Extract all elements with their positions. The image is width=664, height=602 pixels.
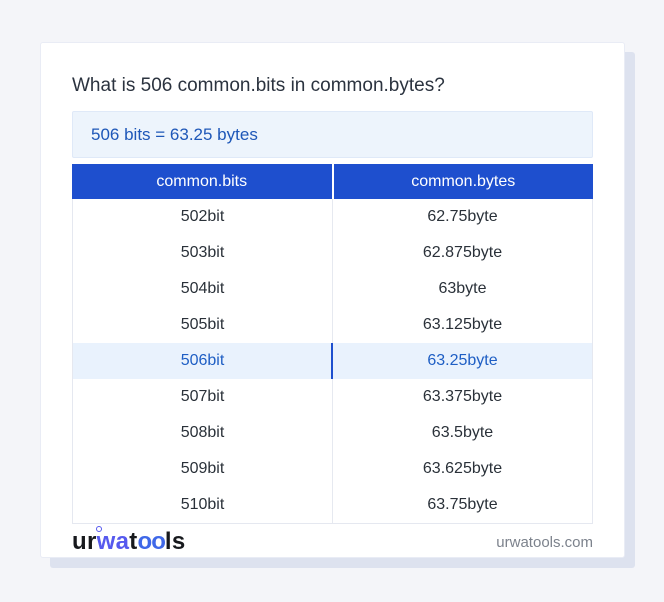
bytes-cell: 63.125byte <box>332 307 592 343</box>
table-row: 508bit 63.5byte <box>73 415 592 451</box>
table-row: 507bit 63.375byte <box>73 379 592 415</box>
bytes-cell: 63.625byte <box>332 451 592 487</box>
conversion-table: common.bits common.bytes 502bit 62.75byte… <box>72 164 593 524</box>
urwatools-logo[interactable]: ur watools <box>72 526 186 555</box>
answer-text: 506 bits = 63.25 bytes <box>91 124 258 144</box>
bytes-cell: 63.5byte <box>332 415 592 451</box>
bits-cell: 502bit <box>180 208 225 225</box>
logo-ring-icon <box>95 526 102 532</box>
bits-cell: 508bit <box>180 424 225 441</box>
table-row: 502bit 62.75byte <box>73 199 592 235</box>
bytes-cell: 63.75byte <box>332 487 592 523</box>
table-row: 509bit 63.625byte <box>73 451 592 487</box>
card-footer: ur watools urwatools.com <box>72 524 593 560</box>
table-header-bytes: common.bytes <box>331 164 594 199</box>
bytes-cell: 63.375byte <box>332 379 592 415</box>
answer-box: 506 bits = 63.25 bytes <box>72 111 593 158</box>
bytes-cell: 62.75byte <box>332 199 592 235</box>
bits-cell: 506bit <box>180 352 225 369</box>
table-row: 504bit 63byte <box>73 271 592 307</box>
table-row-highlighted: 506bit 63.25byte <box>73 343 592 379</box>
bits-cell: 503bit <box>180 244 225 261</box>
bytes-cell: 63.25byte <box>331 343 592 379</box>
bytes-cell: 63byte <box>332 271 592 307</box>
logo-text-ls: ls <box>164 528 186 555</box>
site-domain-link[interactable]: urwatools.com <box>496 533 593 551</box>
table-header-row: common.bits common.bytes <box>72 164 593 199</box>
bits-cell: 505bit <box>180 316 225 333</box>
converter-card: What is 506 common.bits in common.bytes?… <box>40 42 625 558</box>
bytes-cell: 62.875byte <box>332 235 592 271</box>
bits-cell: 504bit <box>180 280 225 297</box>
logo-text-ur: ur <box>72 528 97 555</box>
logo-glasses-oo: oo <box>137 528 166 555</box>
bits-cell: 510bit <box>180 496 225 513</box>
table-body: 502bit 62.75byte 503bit 62.875byte 504bit 63b… <box>72 199 593 524</box>
logo-text-t: t <box>129 528 138 555</box>
table-row: 510bit 63.75byte <box>73 487 592 523</box>
table-row: 503bit 62.875byte <box>73 235 592 271</box>
table-row: 505bit 63.125byte <box>73 307 592 343</box>
bits-cell: 509bit <box>180 460 225 477</box>
page-title: What is 506 common.bits in common.bytes? <box>72 75 445 96</box>
bits-cell: 507bit <box>180 388 225 405</box>
logo-text-wa: wa <box>96 528 130 555</box>
table-header-bits: common.bits <box>156 172 248 190</box>
